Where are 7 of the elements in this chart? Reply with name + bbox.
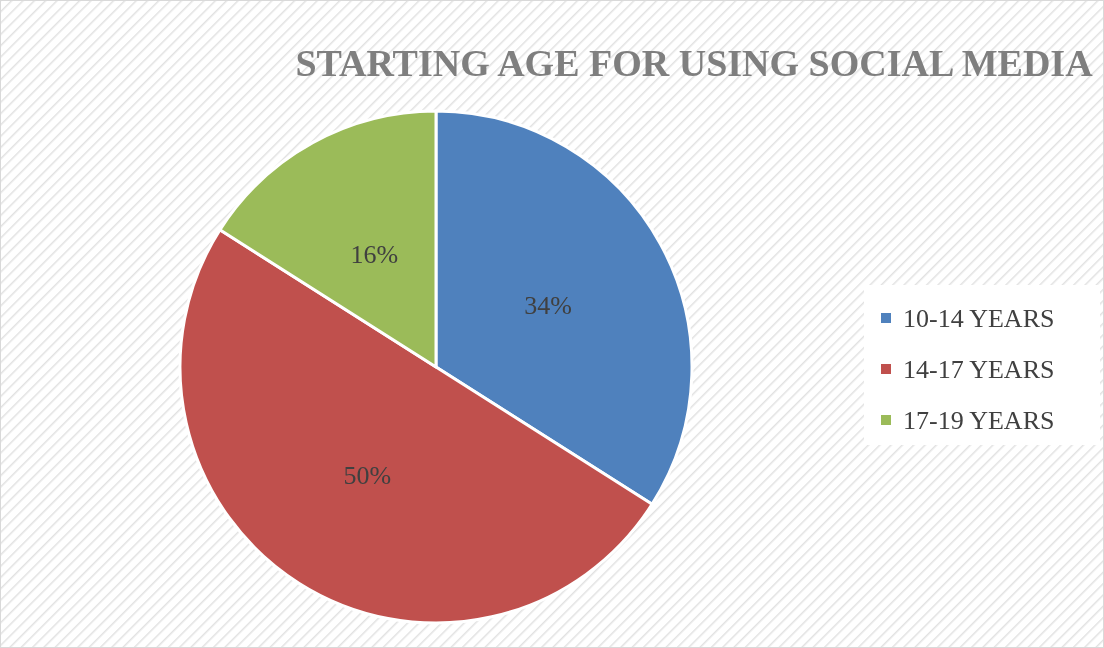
data-label: 34% [524, 290, 572, 320]
chart-title: STARTING AGE FOR USING SOCIAL MEDIA [295, 42, 1094, 84]
legend-label: 10-14 YEARS [903, 303, 1055, 333]
data-label: 50% [343, 460, 392, 490]
legend-label: 14-17 YEARS [903, 354, 1055, 384]
legend-label: 17-19 YEARS [903, 405, 1055, 435]
data-label: 16% [350, 240, 399, 270]
